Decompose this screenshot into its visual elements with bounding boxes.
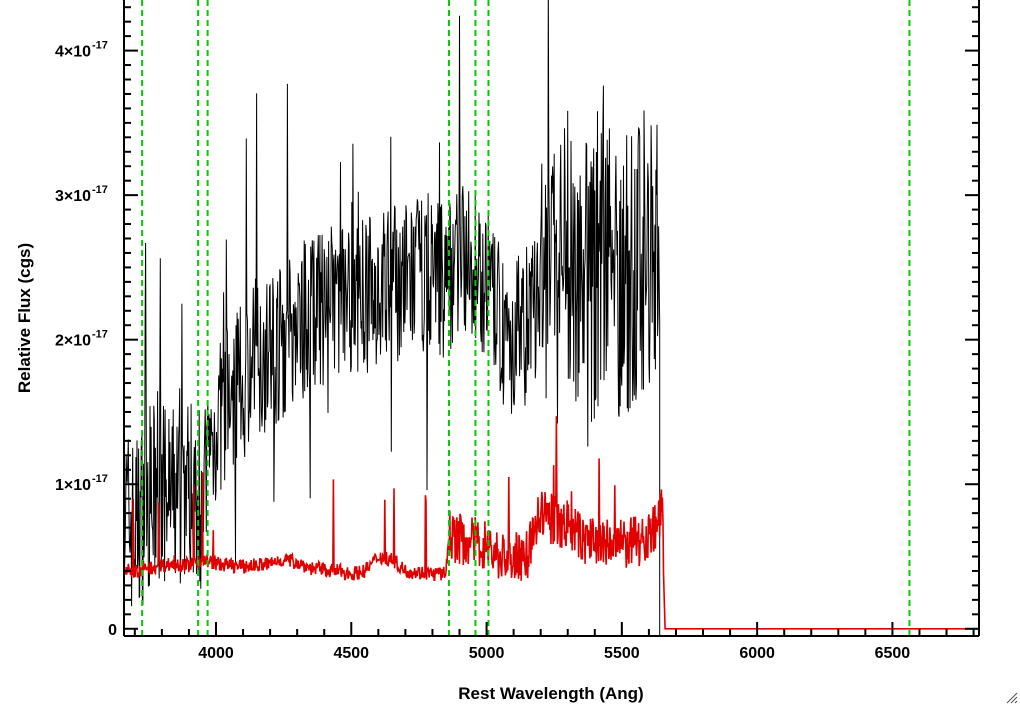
x-axis: 4000 4500 5000 5500 6000 6500 <box>133 622 975 662</box>
y-axis-label: Relative Flux (cgs) <box>15 243 34 393</box>
error-line <box>124 416 979 630</box>
y-tick-exponent: -17 <box>92 40 108 52</box>
y-tick-label: 0 <box>108 622 117 639</box>
x-tick-label: 5500 <box>604 645 640 662</box>
x-axis-label: Rest Wavelength (Ang) <box>458 684 643 703</box>
plot-area <box>124 0 979 636</box>
y-tick-label: 3×10 <box>55 188 91 205</box>
x-tick-label: 6500 <box>875 645 911 662</box>
y-tick-exponent: -17 <box>92 473 108 485</box>
x-tick-label: 4000 <box>198 645 234 662</box>
y-tick-label: 1×10 <box>55 477 91 494</box>
x-tick-label: 4500 <box>333 645 369 662</box>
axes-frame <box>123 0 980 637</box>
y-axis: 01×10 -172×10 -173×10 -174×10 -17 <box>55 6 979 639</box>
y-tick-label: 2×10 <box>55 333 91 350</box>
spectrum-line <box>124 0 661 636</box>
y-tick-exponent: -17 <box>92 329 108 341</box>
resize-grip-icon[interactable] <box>1004 690 1018 704</box>
x-tick-label: 5000 <box>469 645 505 662</box>
x-tick-label: 6000 <box>739 645 775 662</box>
y-tick-label: 4×10 <box>55 44 91 61</box>
y-tick-exponent: -17 <box>92 184 108 196</box>
